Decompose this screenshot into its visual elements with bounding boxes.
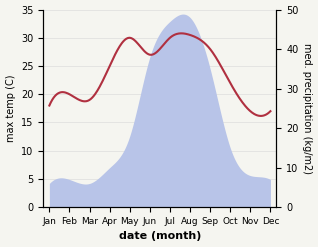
Y-axis label: max temp (C): max temp (C)	[5, 75, 16, 142]
X-axis label: date (month): date (month)	[119, 231, 201, 242]
Y-axis label: med. precipitation (kg/m2): med. precipitation (kg/m2)	[302, 43, 313, 174]
